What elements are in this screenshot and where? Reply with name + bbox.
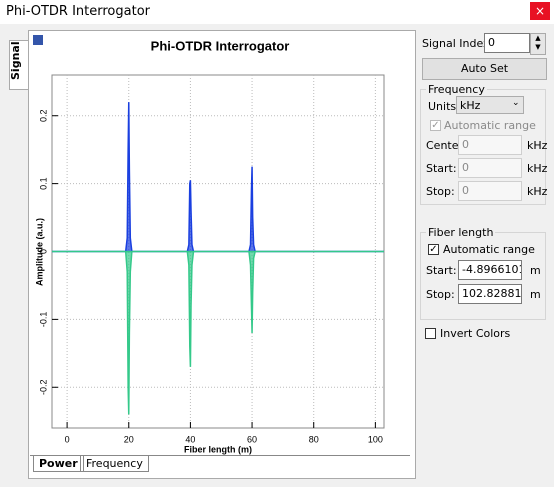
field-input[interactable]: 102.8288130: [458, 284, 522, 304]
dropdown-arrow[interactable]: ⌄: [512, 98, 520, 108]
field-unit: kHz: [527, 139, 548, 152]
x-tick-label: 40: [185, 434, 195, 444]
units-label: Units:: [428, 100, 460, 113]
fiber-auto-range[interactable]: Automatic range: [443, 243, 535, 256]
side-tab-label[interactable]: Signal: [9, 41, 22, 80]
y-tick-label: -0.1: [38, 312, 48, 328]
auto-set-button[interactable]: Auto Set: [422, 58, 547, 80]
invert-colors[interactable]: Invert Colors: [440, 327, 511, 340]
field-unit: kHz: [527, 185, 548, 198]
frequency-auto-range[interactable]: Automatic range: [444, 119, 536, 132]
field-input[interactable]: -4.896610147: [458, 260, 522, 280]
y-tick-label: 0.2: [38, 109, 48, 122]
x-tick-label: 100: [368, 434, 383, 444]
spinner[interactable]: ▲ ▼: [530, 33, 546, 55]
field-label: Start:: [426, 162, 457, 175]
chart-title: Phi-OTDR Interrogator: [151, 38, 290, 53]
tab-line: [30, 455, 410, 456]
x-axis-label: Fiber length (m): [184, 444, 252, 454]
field-label: Stop:: [426, 185, 455, 198]
checkbox[interactable]: ✓: [428, 244, 439, 255]
field-input[interactable]: 0: [458, 135, 522, 155]
signal-envelope: [52, 102, 384, 253]
field-label: Stop:: [426, 288, 455, 301]
x-tick-label: 60: [247, 434, 257, 444]
signal-envelope: [52, 250, 384, 415]
fiber-length-title: Fiber length: [426, 226, 496, 239]
units-select[interactable]: kHz: [456, 96, 524, 114]
close-button[interactable]: ×: [530, 2, 550, 20]
chart: Phi-OTDR Interrogator Amplitude (a.u.) F…: [33, 35, 385, 454]
x-tick-label: 20: [124, 434, 134, 444]
tab-frequency[interactable]: Frequency: [80, 456, 149, 472]
y-tick-label: 0.1: [38, 177, 48, 190]
field-unit: kHz: [527, 162, 548, 175]
signal-index-label: Signal Index:: [422, 37, 494, 50]
x-tick-label: 0: [65, 434, 70, 444]
signal-index-input[interactable]: 0: [484, 33, 530, 53]
field-label: Start:: [426, 264, 457, 277]
y-tick-label: -0.2: [38, 380, 48, 396]
y-axis-label: Amplitude (a.u.): [34, 218, 44, 286]
field-unit: m: [530, 288, 541, 301]
field-input[interactable]: 0: [458, 158, 522, 178]
tab-power[interactable]: Power: [33, 456, 84, 472]
field-label: Center:: [426, 139, 467, 152]
plot-icon: [33, 35, 43, 45]
checkbox[interactable]: [425, 328, 436, 339]
field-input[interactable]: 0: [458, 181, 522, 201]
frequency-title: Frequency: [426, 83, 487, 96]
field-unit: m: [530, 264, 541, 277]
y-tick-label: 0: [38, 249, 48, 254]
checkbox[interactable]: ✓: [430, 120, 441, 131]
x-tick-label: 80: [309, 434, 319, 444]
side-tab[interactable]: [9, 40, 28, 90]
title-bar: [0, 0, 554, 24]
window-title: Phi-OTDR Interrogator: [6, 4, 151, 19]
